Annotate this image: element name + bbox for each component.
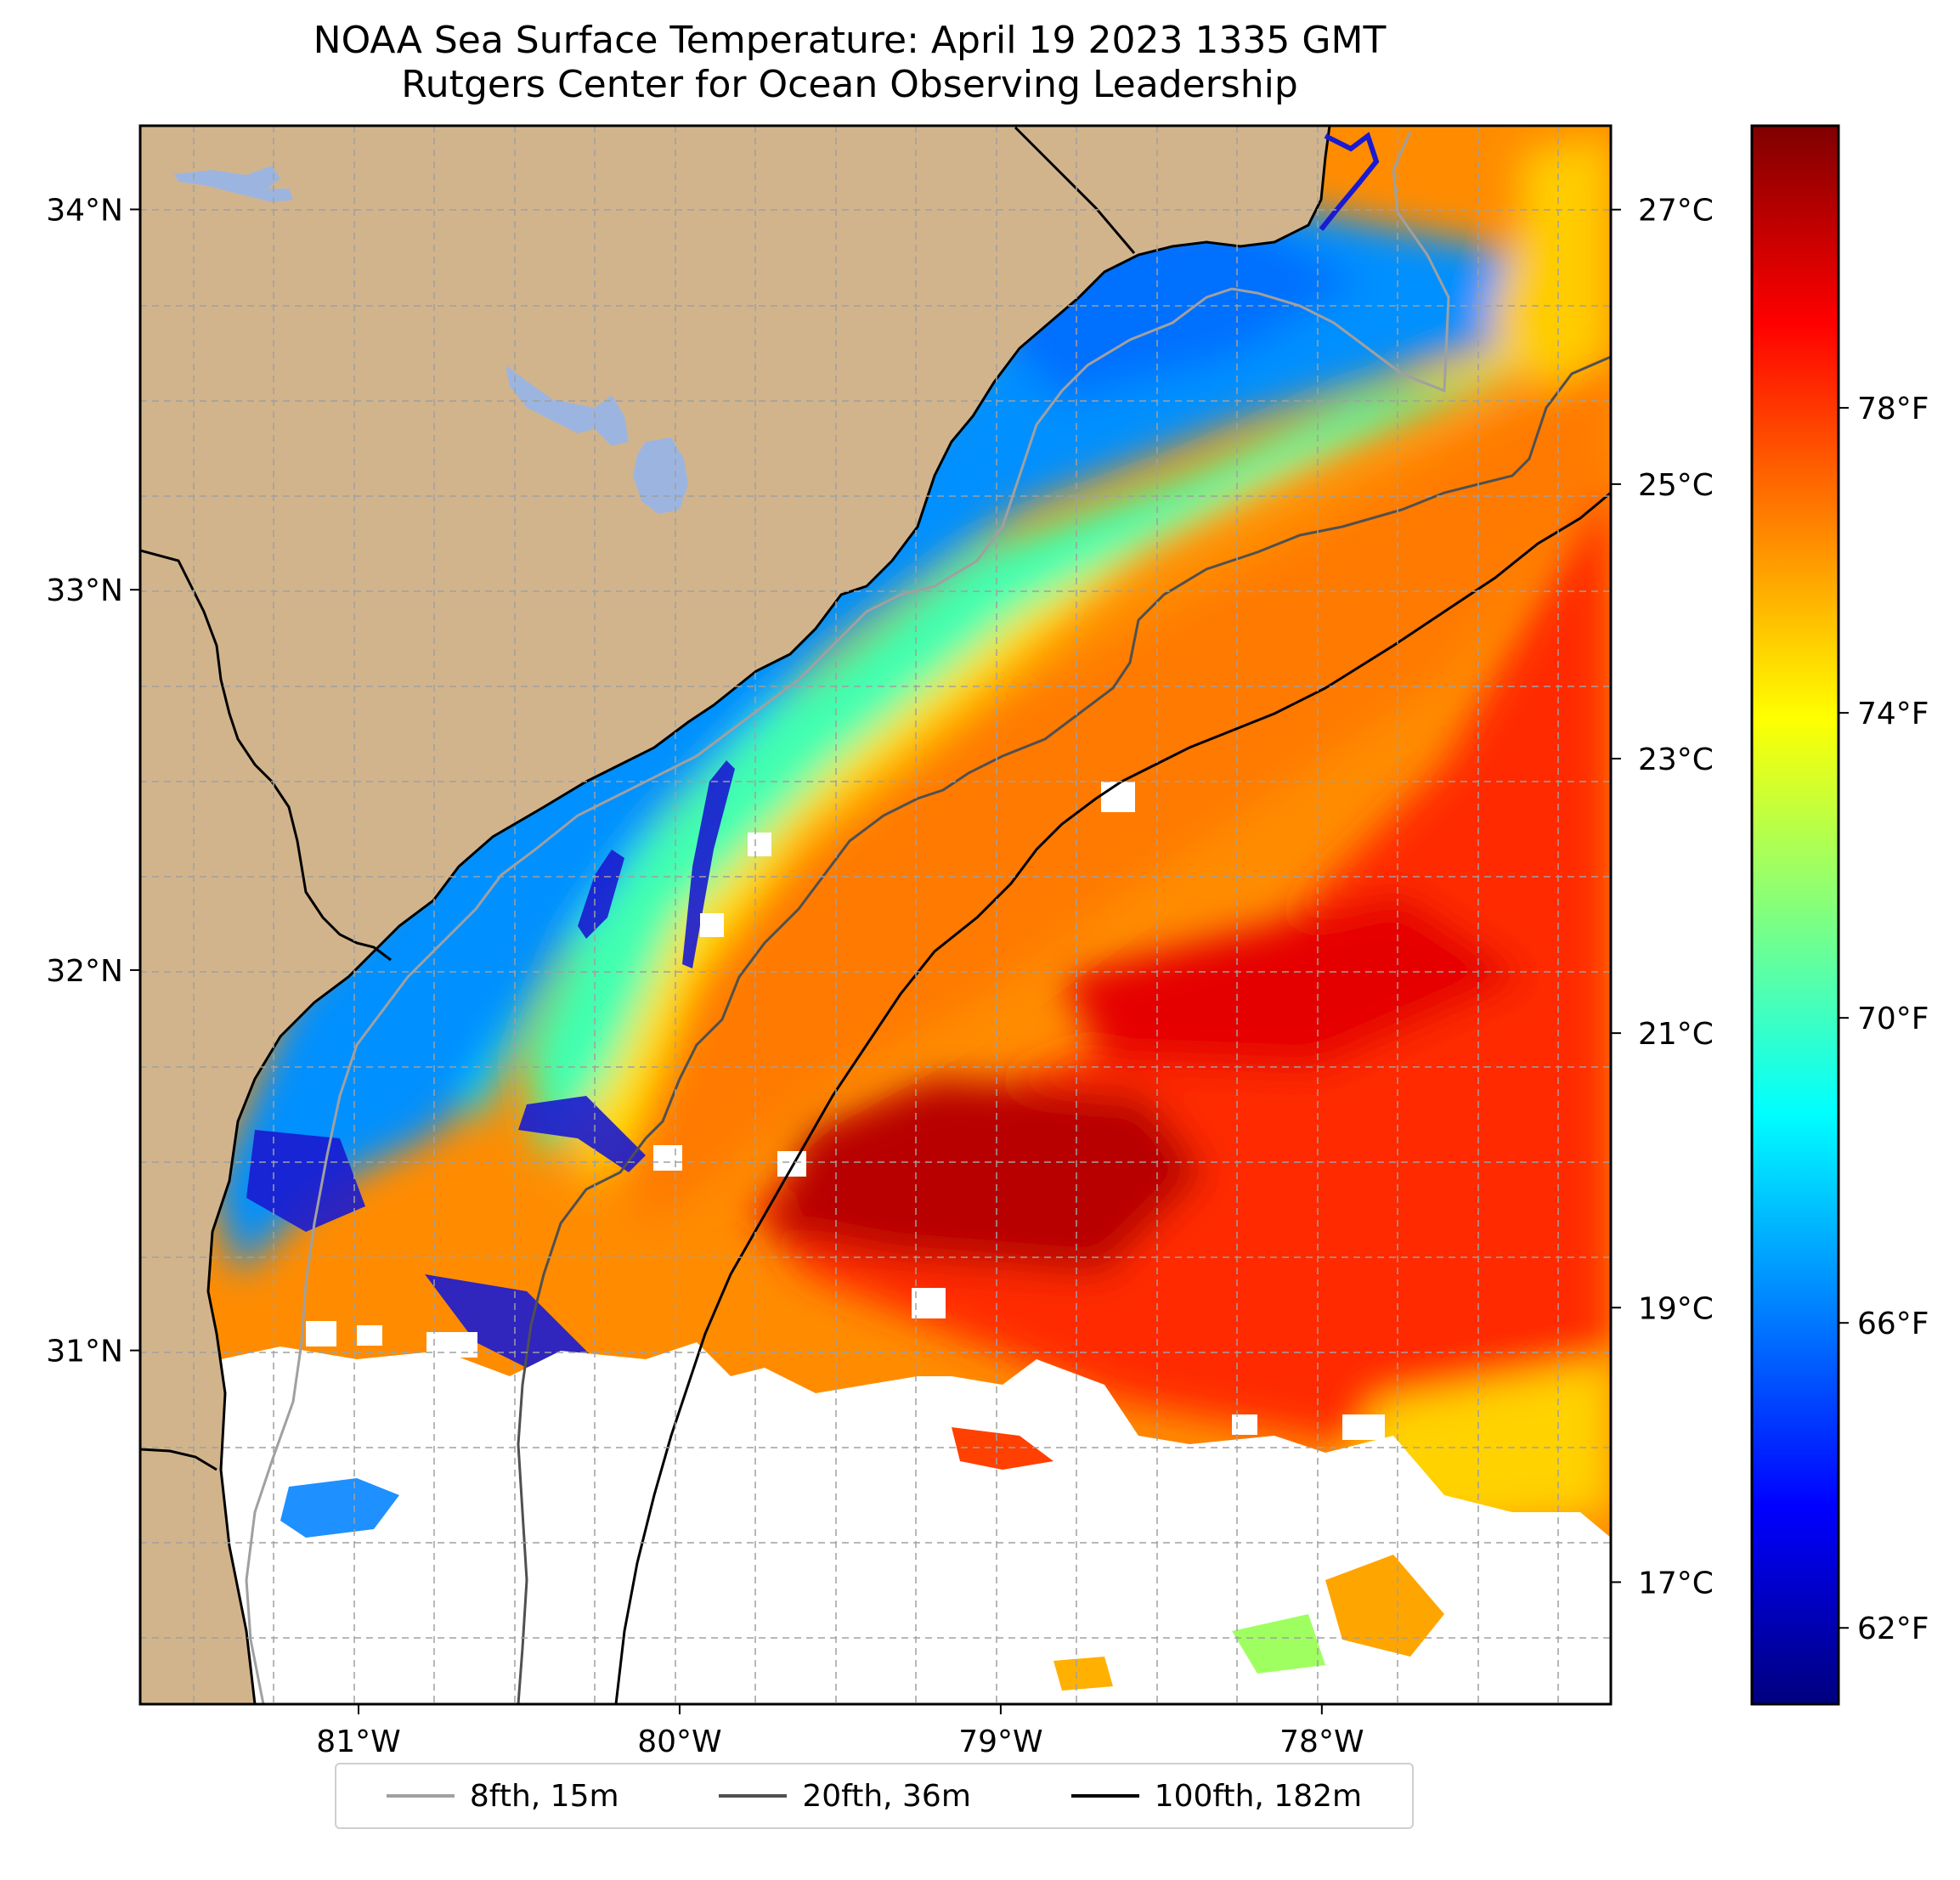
isobath-legend: 8fth, 15m 20fth, 36m 100fth, 182m bbox=[335, 1763, 1414, 1829]
state-border-sc-ga bbox=[140, 549, 392, 962]
barrier-island bbox=[1319, 132, 1380, 231]
lat-tick-label: 31°N bbox=[46, 1335, 123, 1369]
fahrenheit-tick-label: 62°F bbox=[1857, 1612, 1929, 1646]
legend-label: 100fth, 182m bbox=[1154, 1778, 1363, 1814]
colorbar-celsius-axis: 27°C 25°C 23°C 21°C 19°C 17°C bbox=[1611, 194, 1714, 1601]
sst-patches bbox=[280, 1427, 1444, 1691]
celsius-tick-label: 21°C bbox=[1638, 1017, 1714, 1052]
coastline bbox=[206, 126, 1331, 1704]
fahrenheit-tick-label: 70°F bbox=[1857, 1002, 1929, 1036]
lake-marion bbox=[506, 365, 629, 446]
isobath-100fth bbox=[614, 491, 1611, 1704]
land-mass bbox=[140, 126, 1330, 1704]
isobath-20fth bbox=[517, 355, 1611, 1704]
cold-streaks bbox=[246, 760, 735, 1376]
lake-moultrie bbox=[633, 438, 688, 514]
state-border-ga-fl bbox=[140, 1448, 217, 1471]
lon-tick-label: 79°W bbox=[958, 1725, 1042, 1759]
legend-line-swatch bbox=[386, 1794, 455, 1798]
lat-tick-label: 34°N bbox=[46, 193, 123, 228]
lat-tick-label: 32°N bbox=[46, 954, 123, 989]
lat-tick-label: 33°N bbox=[46, 573, 123, 608]
colorbar bbox=[1750, 124, 1840, 1706]
isobath-8fth bbox=[245, 131, 1450, 1704]
state-border-nc-sc bbox=[1014, 126, 1136, 254]
legend-entry: 20fth, 36m bbox=[719, 1779, 971, 1814]
map-frame bbox=[138, 124, 1613, 1706]
lon-tick-label: 78°W bbox=[1279, 1725, 1364, 1759]
legend-label: 8fth, 15m bbox=[469, 1778, 619, 1814]
latitude-axis: 34°N 33°N 32°N 31°N bbox=[46, 193, 140, 1369]
lake-north bbox=[174, 166, 293, 202]
legend-entry: 100fth, 182m bbox=[1070, 1778, 1363, 1814]
celsius-tick-label: 17°C bbox=[1638, 1566, 1714, 1601]
legend-line-swatch bbox=[719, 1794, 788, 1798]
fahrenheit-tick-label: 74°F bbox=[1857, 697, 1929, 731]
celsius-tick-label: 27°C bbox=[1638, 194, 1714, 229]
longitude-axis: 81°W 80°W 79°W 78°W bbox=[316, 1704, 1364, 1759]
legend-label: 20fth, 36m bbox=[802, 1778, 971, 1814]
legend-line-swatch bbox=[1070, 1794, 1139, 1798]
celsius-tick-label: 23°C bbox=[1638, 742, 1714, 777]
map-title: NOAA Sea Surface Temperature: April 19 2… bbox=[0, 19, 1699, 107]
celsius-tick-label: 19°C bbox=[1638, 1291, 1714, 1326]
lon-tick-label: 80°W bbox=[637, 1725, 721, 1759]
map-panel bbox=[140, 126, 1611, 1704]
lon-tick-label: 81°W bbox=[316, 1725, 400, 1759]
legend-entry: 8fth, 15m bbox=[386, 1778, 619, 1814]
title-line-2: Rutgers Center for Ocean Observing Leade… bbox=[401, 63, 1298, 106]
gridlines bbox=[140, 126, 1611, 1704]
colorbar-fahrenheit-axis: 78°F 74°F 70°F 66°F 62°F bbox=[1839, 392, 1929, 1646]
celsius-tick-label: 25°C bbox=[1638, 468, 1714, 503]
fahrenheit-tick-label: 66°F bbox=[1857, 1307, 1929, 1341]
fahrenheit-tick-label: 78°F bbox=[1857, 392, 1929, 426]
title-line-1: NOAA Sea Surface Temperature: April 19 2… bbox=[313, 19, 1387, 62]
